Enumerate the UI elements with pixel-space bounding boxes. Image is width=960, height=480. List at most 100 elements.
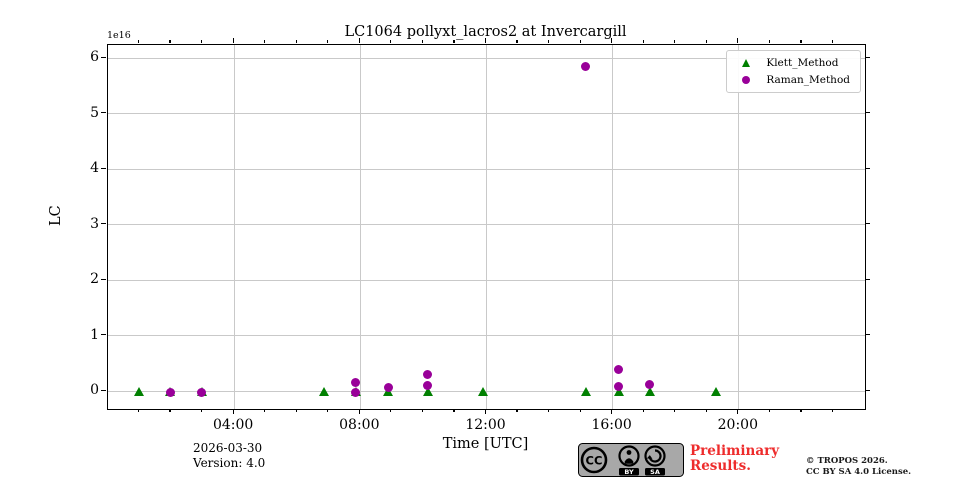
x-tick-label: 08:00 [339,417,380,433]
x-tick-label: 20:00 [717,417,758,433]
x-tick-top [327,40,329,43]
x-tick-top [611,38,613,43]
x-tick-top [579,40,581,43]
data-point-klett_method [644,386,655,396]
data-point-raman_method [423,381,433,391]
x-tick-bottom [484,409,487,414]
data-point-raman_method [645,380,655,390]
x-tick-bottom [800,409,802,412]
x-tick-top [264,40,266,43]
x-tick-top [737,38,739,43]
y-tick-label: 5 [90,104,99,121]
cc-label: CC [586,454,603,468]
x-tick-top [232,38,234,43]
copyright-note: © TROPOS 2026. CC BY SA 4.0 License. [806,456,911,477]
x-tick-top [358,38,360,43]
x-tick-bottom [201,409,203,412]
data-point-raman_method [581,62,591,72]
data-point-raman_method [351,387,361,397]
x-tick-bottom [737,409,739,414]
preliminary-line2: Results. [690,458,751,474]
data-point-raman_method [165,388,175,398]
x-tick-top [169,40,171,43]
x-tick-bottom [169,409,171,412]
x-gridline [359,45,361,409]
y-tick-right [865,223,870,225]
date-version-block: 2026-03-30 Version: 4.0 [193,441,265,470]
x-tick-bottom [579,409,581,412]
cc-license-badge: CC BY SA [578,443,684,480]
x-tick-bottom [137,409,140,412]
copyright-line1: © TROPOS 2026. [806,456,888,466]
data-point-raman_method [614,382,624,392]
circle-marker-icon [736,76,756,84]
data-point-klett_method [711,386,722,396]
y-tick-label: 0 [90,382,99,399]
x-tick-top [705,40,707,43]
y-axis-offset-label: 1e16 [107,30,131,41]
x-tick-bottom [831,409,834,412]
x-tick-bottom [264,409,266,412]
x-tick-label: 04:00 [212,417,254,433]
data-point-klett_method [422,386,433,396]
y-gridline [108,279,865,281]
y-tick-left [101,112,106,114]
y-tick-label: 6 [90,49,99,66]
legend-label: Klett_Method [766,57,839,69]
x-tick-bottom [390,409,392,412]
legend-marker-shape [742,59,751,67]
x-tick-bottom [516,409,518,412]
x-tick-label: 12:00 [465,417,506,433]
by-label: BY [624,468,634,476]
preliminary-line1: Preliminary [690,443,780,459]
y-tick-right [865,389,870,391]
data-point-klett_method [613,386,624,396]
y-gridline [108,113,865,115]
x-tick-bottom [453,409,455,412]
cc-by-person-icon [618,445,640,467]
x-tick-bottom [295,409,297,412]
y-tick-left [101,278,106,280]
data-point-klett_method [477,386,488,396]
x-gridline [233,45,235,409]
x-tick-bottom [705,409,707,412]
data-point-raman_method [351,377,361,387]
x-tick-bottom [358,409,360,414]
data-point-klett_method [133,386,144,396]
sa-label: SA [650,468,660,476]
cc-by-sa-logo: CC BY SA [578,443,684,477]
y-tick-label: 4 [90,160,99,177]
x-tick-bottom [642,409,644,412]
y-tick-label: 1 [90,326,99,343]
preliminary-results-note: Preliminary Results. [690,444,779,474]
x-tick-top [674,40,676,43]
y-tick-label: 3 [90,215,99,232]
legend: Klett_Method Raman_Method [726,50,861,93]
x-tick-bottom [232,409,234,414]
y-axis-label: LC [48,205,64,226]
x-gridline [486,45,487,409]
x-gridline [612,45,614,409]
y-tick-right [865,278,870,280]
y-tick-right [865,167,870,169]
x-tick-top [484,38,487,43]
cc-circle-icon [580,446,608,474]
y-tick-right [865,56,870,58]
y-gridline [108,335,865,337]
x-tick-bottom [547,409,550,412]
x-tick-top [295,40,297,43]
y-tick-right [865,334,870,336]
x-tick-bottom [674,409,676,412]
y-tick-right [865,112,870,114]
x-tick-top [421,40,423,43]
data-point-klett_method [319,386,330,396]
plot-date: 2026-03-30 [193,441,263,455]
cc-sa-sharealike-icon [644,445,666,467]
y-tick-left [101,167,106,169]
x-tick-top [547,40,550,43]
y-gridline [108,224,865,226]
x-tick-top [390,40,392,43]
triangle-marker-icon [736,59,756,67]
legend-marker-shape [742,76,751,84]
